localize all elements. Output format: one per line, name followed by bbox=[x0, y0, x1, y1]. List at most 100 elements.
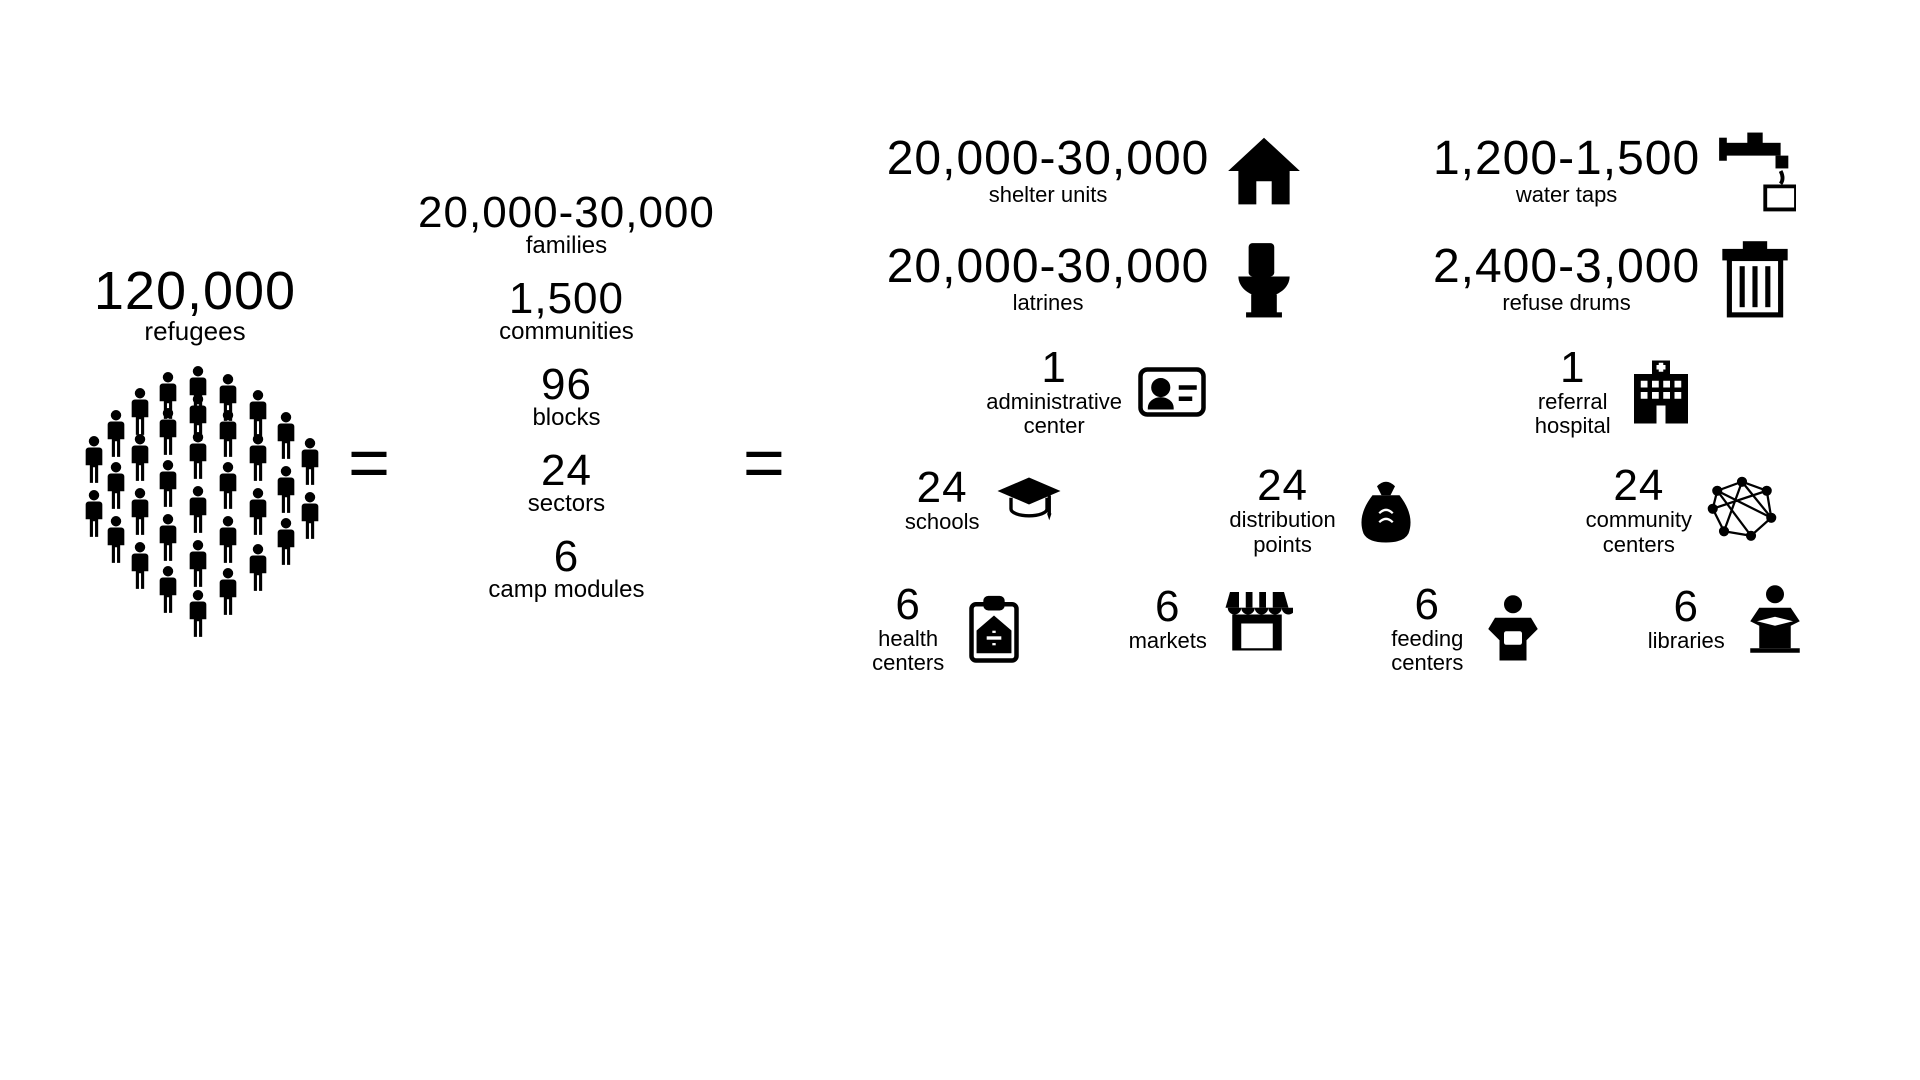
person-icon bbox=[155, 407, 181, 457]
facility-label: markets bbox=[1129, 629, 1207, 653]
person-icon bbox=[127, 433, 153, 483]
facility-label: refuse drums bbox=[1433, 291, 1700, 315]
feeding-icon bbox=[1477, 593, 1549, 665]
house-icon bbox=[1223, 130, 1305, 212]
facility-label: administrativecenter bbox=[986, 390, 1122, 438]
facility-value: 6 bbox=[1391, 583, 1463, 627]
breakdown-label: camp modules bbox=[418, 576, 715, 604]
sack-icon bbox=[1350, 475, 1422, 547]
hospital-icon bbox=[1625, 356, 1697, 428]
breakdown-value: 1,500 bbox=[418, 274, 715, 324]
person-icon bbox=[245, 433, 271, 483]
person-icon bbox=[127, 387, 153, 437]
facility-label: libraries bbox=[1648, 629, 1725, 653]
network-icon bbox=[1706, 475, 1778, 547]
facility-item: 6healthcenters bbox=[872, 583, 1030, 675]
person-icon bbox=[245, 487, 271, 537]
facility-label: schools bbox=[905, 510, 980, 534]
facility-value: 1 bbox=[1535, 346, 1611, 390]
person-icon bbox=[215, 409, 241, 459]
facility-item: 6markets bbox=[1129, 583, 1293, 655]
breakdown-value: 96 bbox=[418, 360, 715, 410]
breakdown-row: 20,000-30,000families bbox=[418, 188, 715, 260]
facility-value: 1,200-1,500 bbox=[1433, 135, 1700, 183]
facility-item: 24distributionpoints bbox=[1229, 464, 1421, 556]
facility-label: shelter units bbox=[887, 183, 1210, 207]
facility-item: 1,200-1,500water taps bbox=[1433, 130, 1796, 212]
facility-item: 24communitycenters bbox=[1586, 464, 1778, 556]
person-icon bbox=[215, 515, 241, 565]
breakdown-label: communities bbox=[418, 318, 715, 346]
person-icon bbox=[273, 411, 299, 461]
facility-item: 1administrativecenter bbox=[986, 346, 1208, 438]
facility-value: 20,000-30,000 bbox=[887, 135, 1210, 183]
person-icon bbox=[185, 485, 211, 535]
facility-item: 24schools bbox=[905, 464, 1066, 536]
person-icon bbox=[185, 539, 211, 589]
person-icon bbox=[185, 589, 211, 639]
person-icon bbox=[127, 487, 153, 537]
equals-sign-1: = bbox=[320, 422, 418, 504]
people-crowd-icon bbox=[75, 365, 315, 605]
facilities-row: 1administrativecenter1referralhospital bbox=[833, 346, 1850, 438]
facilities-row: 24schools24distributionpoints24community… bbox=[833, 464, 1850, 556]
facility-item: 20,000-30,000shelter units bbox=[887, 130, 1306, 212]
facility-label: referralhospital bbox=[1535, 390, 1611, 438]
facility-label: communitycenters bbox=[1586, 508, 1692, 556]
person-icon bbox=[273, 465, 299, 515]
toilet-icon bbox=[1223, 238, 1305, 320]
facility-label: feedingcenters bbox=[1391, 627, 1463, 675]
trash-icon bbox=[1714, 238, 1796, 320]
person-icon bbox=[215, 461, 241, 511]
infographic-container: 120,000 refugees = 20,000-30,000families… bbox=[70, 130, 1850, 675]
person-icon bbox=[127, 541, 153, 591]
facility-value: 20,000-30,000 bbox=[887, 243, 1210, 291]
facility-label: distributionpoints bbox=[1229, 508, 1335, 556]
reading-icon bbox=[1739, 583, 1811, 655]
person-icon bbox=[155, 565, 181, 615]
breakdown-value: 6 bbox=[418, 532, 715, 582]
facility-value: 6 bbox=[1129, 585, 1207, 629]
person-icon bbox=[245, 543, 271, 593]
breakdown-label: blocks bbox=[418, 404, 715, 432]
facility-label: water taps bbox=[1433, 183, 1700, 207]
facility-value: 24 bbox=[905, 466, 980, 510]
facilities-row: 20,000-30,000latrines 2,400-3,000refuse d… bbox=[833, 238, 1850, 320]
person-icon bbox=[215, 567, 241, 617]
person-icon bbox=[155, 459, 181, 509]
facility-label: healthcenters bbox=[872, 627, 944, 675]
clipboard-med-icon bbox=[958, 593, 1030, 665]
facility-item: 2,400-3,000refuse drums bbox=[1433, 238, 1796, 320]
facility-label: latrines bbox=[887, 291, 1210, 315]
breakdown-row: 24sectors bbox=[418, 446, 715, 518]
breakdown-row: 96blocks bbox=[418, 360, 715, 432]
person-icon bbox=[273, 517, 299, 567]
facility-item: 6libraries bbox=[1648, 583, 1811, 655]
stall-icon bbox=[1221, 583, 1293, 655]
facility-item: 6feedingcenters bbox=[1391, 583, 1549, 675]
facility-value: 6 bbox=[872, 583, 944, 627]
facility-value: 2,400-3,000 bbox=[1433, 243, 1700, 291]
facilities-grid: 20,000-30,000shelter units1,200-1,500wat… bbox=[833, 130, 1850, 675]
tap-icon bbox=[1714, 130, 1796, 212]
person-icon bbox=[297, 491, 323, 541]
facility-item: 20,000-30,000latrines bbox=[887, 238, 1306, 320]
person-icon bbox=[155, 513, 181, 563]
facility-value: 6 bbox=[1648, 585, 1725, 629]
facilities-row: 6healthcenters6markets6feedingcenters6li… bbox=[833, 583, 1850, 675]
facility-value: 1 bbox=[986, 346, 1122, 390]
person-icon bbox=[297, 437, 323, 487]
breakdown-value: 24 bbox=[418, 446, 715, 496]
breakdown-row: 6camp modules bbox=[418, 532, 715, 604]
breakdown-list: 20,000-30,000families 1,500communities 96b… bbox=[418, 188, 715, 618]
breakdown-value: 20,000-30,000 bbox=[418, 188, 715, 238]
refugees-value: 120,000 bbox=[70, 260, 320, 322]
person-icon bbox=[103, 515, 129, 565]
facilities-row: 20,000-30,000shelter units 1,200-1,500wat… bbox=[833, 130, 1850, 212]
id-card-icon bbox=[1136, 356, 1208, 428]
refugees-block: 120,000 refugees bbox=[70, 260, 320, 605]
person-icon bbox=[245, 389, 271, 439]
grad-cap-icon bbox=[993, 464, 1065, 536]
facility-item: 1referralhospital bbox=[1535, 346, 1697, 438]
facility-value: 24 bbox=[1229, 464, 1335, 508]
